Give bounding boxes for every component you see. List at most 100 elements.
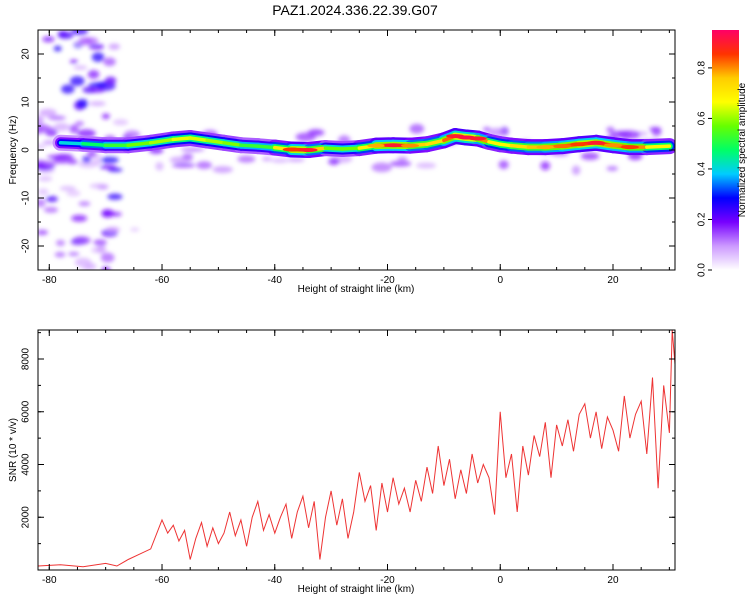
colorbar-tick-label: 0.6 (697, 111, 708, 125)
noise-blob (53, 45, 62, 52)
halo-blob (571, 165, 581, 176)
y-tick-label: 2000 (21, 506, 32, 529)
y-tick-label: 20 (21, 48, 32, 60)
noise-blob (38, 176, 53, 182)
halo-blob (212, 166, 233, 174)
x-tick-label: -20 (380, 575, 395, 586)
noise-blob (39, 126, 54, 131)
noise-blob (44, 207, 55, 213)
noise-blob (69, 59, 78, 64)
ridge-peak (468, 136, 487, 141)
noise-blob (70, 76, 85, 87)
halo-blob (261, 156, 272, 162)
ridge-peak (384, 143, 403, 148)
halo-blob (42, 160, 61, 166)
halo-blob (182, 153, 194, 160)
ridge-segment (188, 136, 209, 143)
halo-blob (409, 123, 425, 134)
noise-blob (84, 262, 97, 270)
noise-blob (89, 88, 105, 93)
noise-blob (53, 122, 70, 132)
ridge-peak (603, 143, 622, 148)
colorbar-label: Normalized spectral amplitude (737, 82, 748, 217)
halo-blob (171, 163, 196, 168)
ridge-segment (171, 136, 192, 142)
noise-blob (97, 185, 109, 190)
noise-blob (38, 229, 49, 236)
halo-blob (76, 129, 96, 138)
noise-blob (100, 252, 115, 263)
y-tick-label: -10 (21, 190, 32, 205)
halo-blob (606, 126, 615, 134)
noise-blob (105, 226, 121, 233)
snr-y-axis-label: SNR (10 * v/v) (8, 418, 19, 482)
ridge-segment (323, 146, 345, 151)
noise-blob (47, 115, 66, 121)
halo-blob (46, 154, 67, 159)
noise-blob (78, 37, 93, 45)
snr-x-ticks: -80 -60 -40 -20 0 20 (42, 330, 670, 586)
y-tick-label: 8000 (21, 347, 32, 370)
noise-blob (104, 76, 117, 85)
colorbar-ticks: 0.0 0.2 0.4 0.6 0.8 (697, 61, 712, 277)
noise-blob (38, 143, 47, 150)
noise-blob (103, 57, 116, 67)
noise-blob (59, 185, 76, 191)
noise-blob (57, 30, 69, 37)
x-tick-label: -60 (155, 275, 170, 286)
ridge-peak (587, 140, 606, 145)
halo-blob (540, 161, 551, 171)
noise-blob (101, 209, 115, 218)
y-tick-label: 10 (21, 96, 32, 108)
ridge-segment (498, 142, 514, 148)
halo-blob (651, 127, 662, 137)
noise-blob (61, 84, 75, 94)
ridge-peak (367, 143, 386, 148)
halo-blob (270, 158, 289, 163)
halo-blob (606, 166, 619, 171)
halo-blob (580, 152, 600, 161)
noise-blob (78, 201, 91, 207)
ridge-segment (340, 146, 362, 151)
colorbar-tick-label: 0.8 (697, 61, 708, 75)
halo-blob (196, 161, 212, 170)
noise-blob (42, 36, 55, 43)
ridge-peak (570, 142, 589, 147)
colorbar-tick-label: 0.4 (697, 162, 708, 176)
ridge-peak (536, 145, 555, 150)
ridge-segment (256, 144, 277, 150)
ridge-segment (81, 142, 108, 147)
halo-blob (618, 130, 641, 140)
noise-blob (38, 198, 46, 208)
snr-panel: -80 -60 -40 -20 0 20 2000 4000 6000 8000 Height … (8, 329, 676, 595)
noise-blob (99, 164, 117, 170)
noise-blob (93, 239, 107, 246)
halo-blob (482, 127, 491, 132)
ridge-segment (509, 143, 531, 149)
x-tick-label: -40 (268, 575, 283, 586)
noise-blob (112, 119, 129, 126)
ridge-peak (401, 143, 420, 148)
x-tick-label: 0 (497, 575, 503, 586)
noise-blob (38, 115, 44, 126)
halo-blob (237, 155, 256, 163)
noise-blob (38, 188, 49, 196)
x-tick-label: 0 (497, 275, 503, 286)
noise-blob (45, 195, 58, 203)
noise-blob (66, 189, 81, 197)
spectrogram-y-ticks: -20 -10 0 10 20 (21, 29, 675, 271)
noise-blob (130, 227, 140, 232)
x-tick-label: -20 (380, 275, 395, 286)
y-tick-label: -20 (21, 238, 32, 253)
snr-x-axis-label: Height of straight line (km) (298, 584, 415, 595)
ridge-segment (148, 137, 176, 145)
x-tick-label: -40 (268, 275, 283, 286)
noise-blob (88, 82, 108, 88)
spectrogram-x-ticks: -80 -60 -40 -20 0 20 (42, 30, 670, 286)
halo-blob (295, 132, 316, 142)
colorbar: 0.0 0.2 0.4 0.6 0.8 Normalized spectral ampl… (697, 30, 748, 277)
colorbar-tick-label: 0.0 (697, 263, 708, 277)
spectrogram-x-axis-label: Height of straight line (km) (298, 284, 415, 295)
noise-blob (88, 43, 105, 50)
